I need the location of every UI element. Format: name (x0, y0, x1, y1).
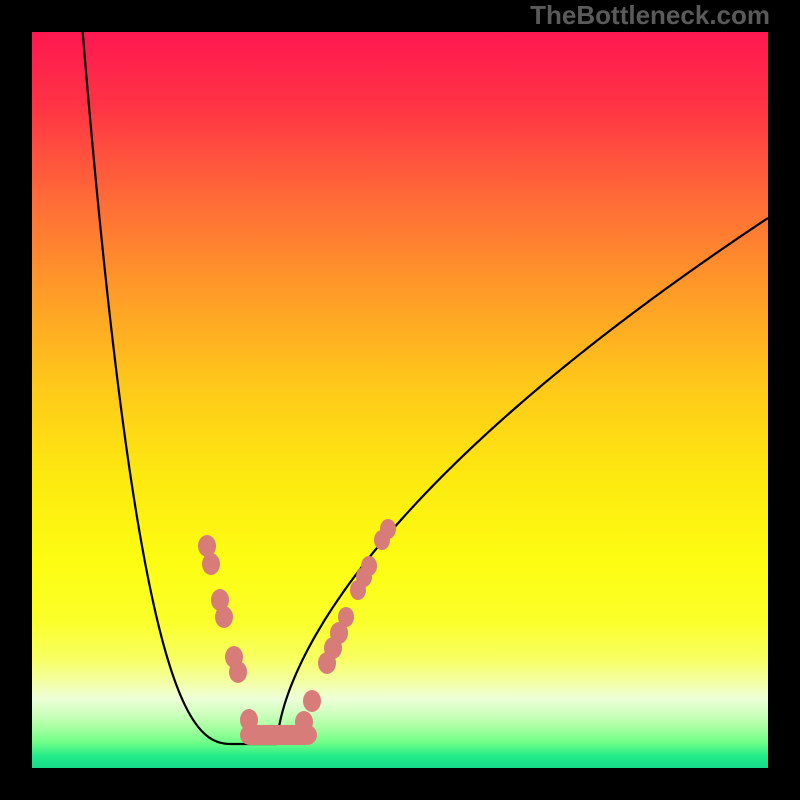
chart-container: TheBottleneck.com (0, 0, 800, 800)
marker-right-8 (361, 556, 377, 576)
marker-right-10 (380, 519, 396, 539)
plot-area (32, 32, 768, 768)
marker-right-0 (295, 711, 313, 733)
watermark-text: TheBottleneck.com (530, 0, 770, 31)
marker-left-1 (202, 553, 220, 575)
marker-left-3 (215, 606, 233, 628)
marker-right-1 (303, 690, 321, 712)
marker-right-5 (338, 607, 354, 627)
chart-svg (32, 32, 768, 768)
marker-left-5 (229, 661, 247, 683)
marker-left-6 (240, 709, 258, 731)
